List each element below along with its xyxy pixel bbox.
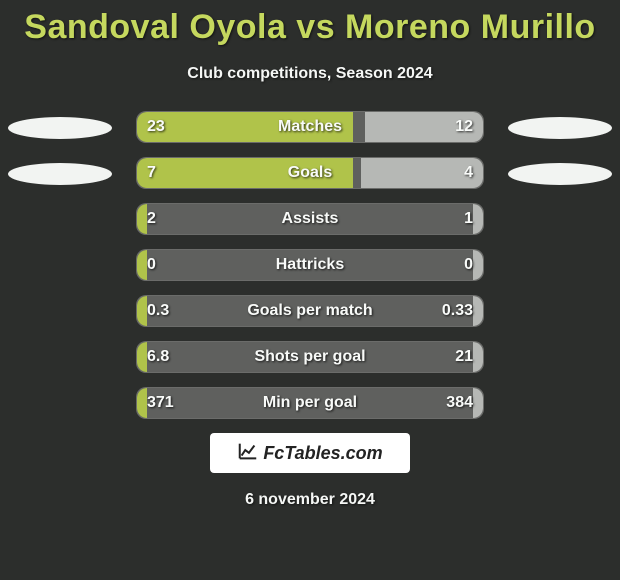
player-right-avatar <box>508 163 612 185</box>
metric-label: Assists <box>137 204 483 234</box>
metric-bar-right <box>365 112 483 142</box>
metric-bar-right <box>473 388 483 418</box>
metric-bar-right <box>473 342 483 372</box>
comparison-subtitle: Club competitions, Season 2024 <box>0 65 620 83</box>
metric-row: Hattricks0 0 <box>0 249 620 281</box>
metric-label: Hattricks <box>137 250 483 280</box>
player-right-avatar <box>508 117 612 139</box>
metric-bar-left <box>137 112 353 142</box>
metric-bar-right <box>473 250 483 280</box>
watermark-text: FcTables.com <box>263 443 382 464</box>
metric-bar-track: Matches2312 <box>136 111 484 143</box>
metric-bar-left <box>137 250 147 280</box>
metric-bar-track: Shots per goal6.8 21 <box>136 341 484 373</box>
metric-bar-left <box>137 296 147 326</box>
metric-bar-left <box>137 204 147 234</box>
metric-bar-left <box>137 158 353 188</box>
metric-bar-right <box>473 296 483 326</box>
comparison-title: Sandoval Oyola vs Moreno Murillo <box>0 0 620 47</box>
metric-row: Goals74 <box>0 157 620 189</box>
player-left-avatar <box>8 163 112 185</box>
metric-value-left: 0.3 <box>147 296 169 326</box>
metric-value-left: 6.8 <box>147 342 169 372</box>
comparison-chart: Matches2312Goals74Assists21Hattricks00Go… <box>0 111 620 419</box>
metric-bar-track: Assists2 1 <box>136 203 484 235</box>
metric-bar-track: Goals74 <box>136 157 484 189</box>
metric-bar-track: Goals per match0.3 0.33 <box>136 295 484 327</box>
metric-value-right: 21 <box>455 342 473 372</box>
metric-row: Min per goal371 384 <box>0 387 620 419</box>
metric-value-left: 2 <box>147 204 156 234</box>
chart-icon <box>237 440 259 467</box>
watermark-badge: FcTables.com <box>210 433 410 473</box>
footer-date: 6 november 2024 <box>0 491 620 509</box>
metric-row: Matches2312 <box>0 111 620 143</box>
player-left-avatar <box>8 117 112 139</box>
metric-row: Shots per goal6.8 21 <box>0 341 620 373</box>
metric-bar-left <box>137 342 147 372</box>
metric-value-right: 1 <box>464 204 473 234</box>
metric-value-right: 0 <box>464 250 473 280</box>
metric-value-left: 0 <box>147 250 156 280</box>
metric-row: Goals per match0.3 0.33 <box>0 295 620 327</box>
metric-value-left: 371 <box>147 388 174 418</box>
metric-label: Goals per match <box>137 296 483 326</box>
metric-bar-right <box>361 158 483 188</box>
metric-label: Min per goal <box>137 388 483 418</box>
metric-bar-left <box>137 388 147 418</box>
metric-bar-track: Min per goal371 384 <box>136 387 484 419</box>
metric-bar-right <box>473 204 483 234</box>
metric-value-right: 0.33 <box>442 296 473 326</box>
metric-value-right: 384 <box>446 388 473 418</box>
metric-label: Shots per goal <box>137 342 483 372</box>
metric-row: Assists2 1 <box>0 203 620 235</box>
metric-bar-track: Hattricks0 0 <box>136 249 484 281</box>
